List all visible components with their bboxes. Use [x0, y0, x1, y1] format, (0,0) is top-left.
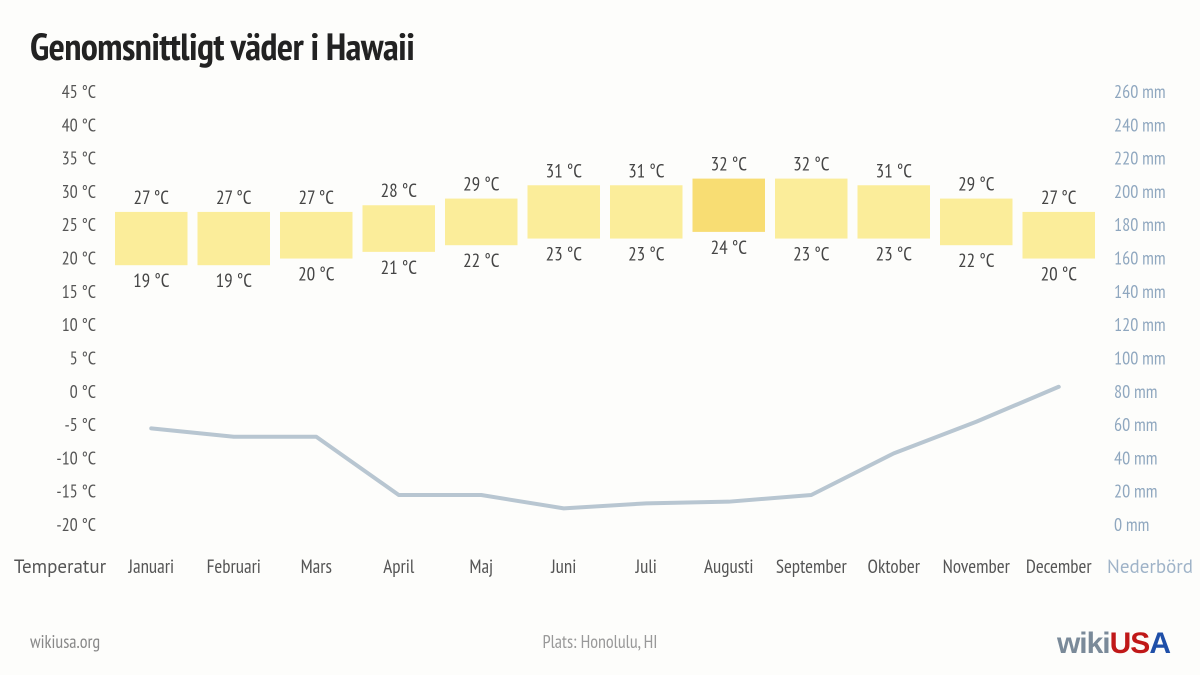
temp-low-label: 23 °C: [546, 243, 583, 267]
temp-low-label: 22 °C: [463, 249, 500, 273]
climate-chart: -20 °C -15 °C -10 °C -5 °C 0 °C 5 °C 10 °C 15 °…: [0, 0, 1200, 675]
precip-tick: 180 mm: [1114, 213, 1166, 236]
precip-tick: 120 mm: [1114, 313, 1166, 336]
right-axis-label: Nederbörd: [1107, 555, 1193, 579]
precip-tick: 260 mm: [1114, 80, 1166, 103]
footer-location-prefix: Plats:: [542, 630, 580, 653]
temp-high-label: 27 °C: [216, 186, 252, 210]
footer-location-name: Honolulu, HI: [581, 630, 658, 653]
temp-tick: -10 °C: [56, 446, 96, 469]
month-label: Juli: [635, 555, 657, 579]
month-label: November: [943, 555, 1011, 579]
temp-range-bar: [280, 212, 353, 259]
weather-chart-page: Genomsnittligt väder i Hawaii -20 °C-15 …: [0, 0, 1200, 675]
temp-tick: 20 °C: [62, 247, 96, 270]
temp-high-label: 29 °C: [463, 173, 500, 197]
precip-tick: 100 mm: [1114, 346, 1166, 369]
month-label: Augusti: [704, 555, 753, 579]
temp-tick: -15 °C: [56, 480, 96, 503]
temp-tick: 35 °C: [62, 147, 96, 170]
temp-low-label: 21 °C: [381, 256, 418, 280]
temp-range-bar: [528, 185, 601, 238]
temp-high-label: 29 °C: [958, 173, 995, 197]
temp-range-bar: [610, 185, 683, 238]
temp-high-label: 32 °C: [793, 153, 830, 177]
temp-range-bar: [693, 179, 766, 232]
precip-tick: 200 mm: [1114, 180, 1166, 203]
precip-tick: 40 mm: [1114, 446, 1157, 469]
month-label: Maj: [469, 555, 493, 579]
temp-range-bar: [1023, 212, 1096, 259]
month-label: Februari: [207, 555, 261, 579]
month-label: Oktober: [868, 555, 921, 579]
temp-tick: 0 °C: [70, 380, 96, 403]
precip-tick: 80 mm: [1114, 380, 1157, 403]
month-label: September: [776, 555, 848, 579]
temp-low-label: 20 °C: [298, 263, 335, 287]
temp-high-label: 27 °C: [1041, 186, 1077, 210]
temp-low-label: 23 °C: [628, 243, 665, 267]
precip-tick: 60 mm: [1114, 413, 1157, 436]
precip-tick: 160 mm: [1114, 247, 1166, 270]
temp-range-bar: [198, 212, 271, 265]
temp-low-label: 20 °C: [1041, 263, 1078, 287]
temp-range-bar: [363, 205, 436, 252]
temp-tick: -5 °C: [64, 413, 96, 436]
temp-low-label: 23 °C: [793, 243, 830, 267]
temp-low-label: 23 °C: [876, 243, 913, 267]
month-label: Juni: [550, 555, 576, 579]
temp-range-bar: [115, 212, 188, 265]
temp-tick: 25 °C: [62, 213, 96, 236]
precip-tick: 240 mm: [1114, 113, 1166, 136]
temp-low-label: 19 °C: [133, 269, 170, 293]
temp-low-label: 22 °C: [958, 249, 995, 273]
footer-site: wikiusa.org: [30, 630, 100, 653]
temp-range-bar: [445, 199, 518, 246]
precip-tick: 0 mm: [1114, 513, 1149, 536]
month-label: December: [1026, 555, 1092, 579]
month-label: Mars: [301, 555, 332, 579]
left-axis-label: Temperatur: [14, 555, 107, 579]
temp-range-bar: [940, 199, 1013, 246]
temp-tick: -20 °C: [56, 513, 96, 536]
temp-range-bar: [775, 179, 848, 239]
month-label: Januari: [127, 555, 174, 579]
temp-low-label: 19 °C: [216, 269, 253, 293]
temp-tick: 5 °C: [70, 346, 96, 369]
temp-high-label: 27 °C: [133, 186, 169, 210]
logo-part-us: US: [1110, 627, 1150, 660]
temp-range-bar: [858, 185, 931, 238]
precip-tick: 20 mm: [1114, 480, 1157, 503]
temp-high-label: 32 °C: [711, 153, 748, 177]
wikiusa-logo: wikiUSA: [1057, 627, 1170, 661]
temp-tick: 40 °C: [62, 113, 96, 136]
temp-low-label: 24 °C: [711, 236, 748, 260]
precip-tick: 220 mm: [1114, 147, 1166, 170]
temp-tick: 15 °C: [62, 280, 96, 303]
precipitation-line: [151, 387, 1059, 509]
temp-tick: 30 °C: [62, 180, 96, 203]
temp-tick: 45 °C: [62, 80, 96, 103]
temp-high-label: 31 °C: [876, 159, 913, 183]
temp-tick: 10 °C: [62, 313, 96, 336]
logo-part-wiki: wiki: [1057, 627, 1110, 660]
month-label: April: [383, 555, 415, 579]
logo-part-a: A: [1149, 627, 1170, 660]
temp-high-label: 27 °C: [298, 186, 334, 210]
footer-location: Plats: Honolulu, HI: [542, 630, 657, 653]
precip-tick: 140 mm: [1114, 280, 1166, 303]
temp-high-label: 31 °C: [628, 159, 665, 183]
temp-high-label: 31 °C: [546, 159, 583, 183]
temp-high-label: 28 °C: [381, 179, 418, 203]
